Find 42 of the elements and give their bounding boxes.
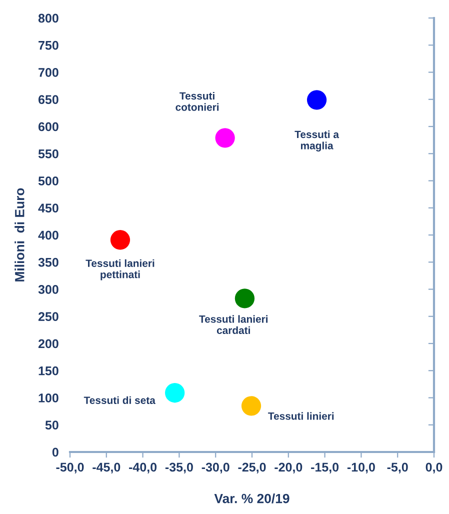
x-tick-label: -40,0 (129, 462, 157, 474)
y-tick-label: 50 (45, 420, 58, 430)
text: Tessuti a maglia (294, 130, 340, 152)
x-tick-label: -20,0 (274, 462, 302, 474)
y-tick-label: 450 (38, 204, 58, 213)
series-label: Tessuti lanieri pettinati (86, 259, 154, 280)
series-label: Tessuti cotonieri (176, 92, 219, 111)
y-tick-label: 600 (38, 122, 58, 132)
x-axis-title: Var. % 20/19 (214, 494, 290, 504)
y-tick-label: 300 (38, 285, 58, 294)
y-tick-label: 0 (52, 448, 58, 457)
y-tick-label: 100 (38, 394, 58, 402)
y-tick-label: 350 (38, 258, 58, 267)
y-tick-label: 800 (38, 14, 58, 23)
point (241, 396, 262, 416)
point (215, 128, 235, 148)
y-tick-label: 500 (38, 176, 58, 186)
point (306, 90, 327, 110)
x-tick-label: -30,0 (202, 462, 230, 474)
y-tick-label: 650 (38, 95, 58, 104)
x-tick-label: -25,0 (238, 462, 266, 474)
point (110, 230, 130, 250)
y-tick-label: 150 (38, 366, 58, 376)
series-label: Tessuti linieri (268, 412, 334, 420)
x-tick-label: -50,0 (56, 462, 84, 474)
x-tick-label: -10,0 (347, 462, 375, 474)
y-tick-label: 400 (38, 230, 58, 240)
y-tick-label: 750 (38, 40, 58, 50)
x-tick-label: -5,0 (387, 462, 408, 474)
y-tick-label: 200 (38, 339, 58, 348)
y-tick-label: 250 (38, 312, 58, 322)
y-tick-label: 700 (38, 68, 58, 77)
x-tick-label: -35,0 (165, 462, 193, 474)
x-tick-label: -45,0 (92, 462, 120, 474)
point (165, 383, 185, 403)
y-axis-title: Milioni di Euro (14, 188, 24, 282)
series-label: Tessuti lanieri cardati (199, 315, 268, 334)
series-label: Tessuti di seta (84, 396, 156, 404)
point (234, 288, 255, 308)
x-tick-label: -15,0 (311, 462, 339, 474)
x-tick-label: 0,0 (426, 462, 442, 474)
y-tick-label: 550 (38, 149, 58, 158)
